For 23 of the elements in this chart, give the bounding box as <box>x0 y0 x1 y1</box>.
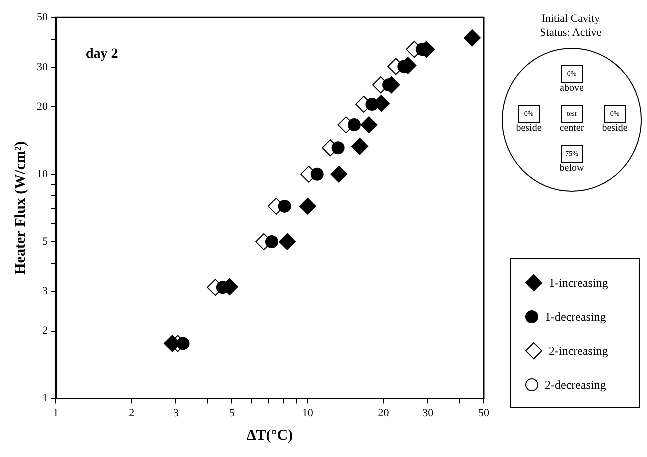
y-tick-label: 3 <box>42 286 48 298</box>
x-axis-title: ΔT(°C) <box>246 428 294 444</box>
legend-label: 1-increasing <box>549 276 608 290</box>
x-tick-label: 2 <box>129 407 135 420</box>
annotation: day 2 <box>86 47 118 62</box>
legend-label: 2-decreasing <box>545 378 606 392</box>
legend-label: 2-increasing <box>549 344 608 358</box>
x-tick-label: 1 <box>53 407 59 420</box>
y-tick-label: 1 <box>42 392 48 405</box>
y-axis-title: Heater Flux (W/cm²) <box>12 142 29 275</box>
x-tick-label: 50 <box>478 407 490 420</box>
x-tick-label: 5 <box>229 407 236 420</box>
y-tick-label: 5 <box>42 236 48 248</box>
legend-label: 1-decreasing <box>545 310 606 324</box>
y-tick-label: 10 <box>37 168 48 180</box>
x-tick-label: 20 <box>378 407 390 420</box>
x-tick-label: 30 <box>422 407 434 420</box>
y-tick-label: 2 <box>42 325 48 338</box>
y-tick-label: 30 <box>37 61 48 74</box>
y-tick-label: 50 <box>37 11 48 24</box>
x-tick-label: 10 <box>302 407 314 420</box>
y-tick-label: 20 <box>37 100 48 113</box>
x-tick-label: 3 <box>173 407 180 420</box>
